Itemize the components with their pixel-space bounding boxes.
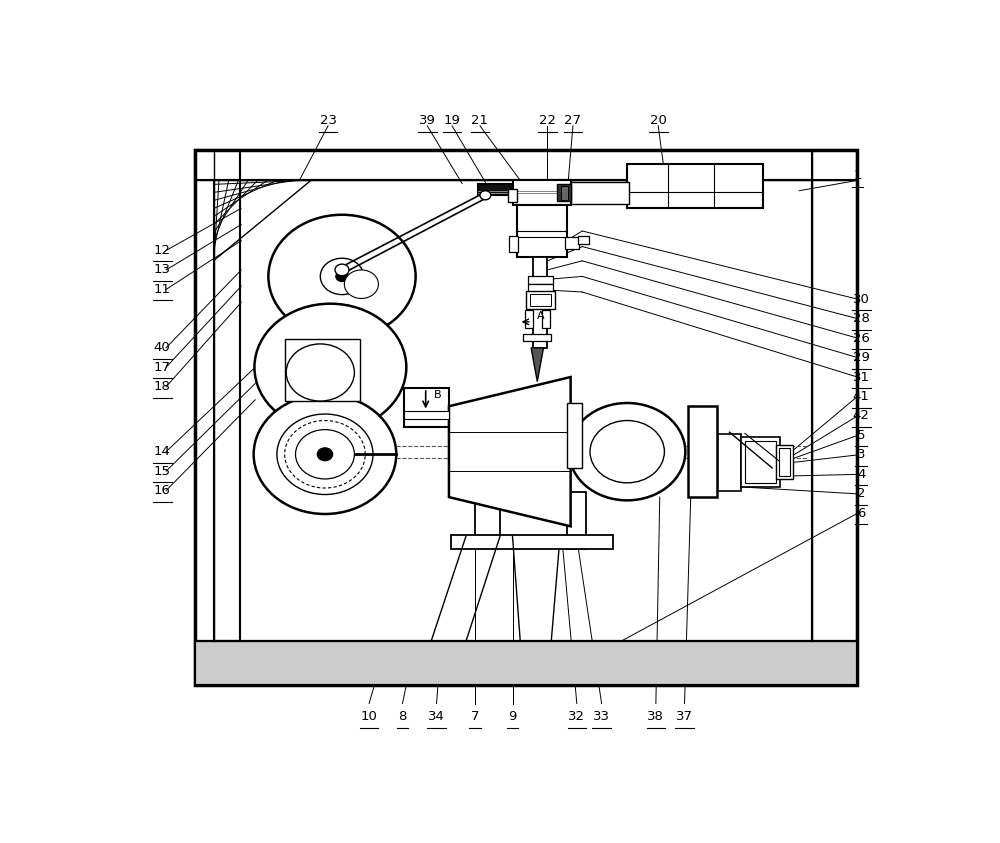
Circle shape xyxy=(317,448,333,461)
Text: 40: 40 xyxy=(154,341,171,354)
Text: 38: 38 xyxy=(647,710,664,723)
Bar xyxy=(745,441,776,483)
Text: 41: 41 xyxy=(853,390,870,403)
Text: 7: 7 xyxy=(471,710,480,723)
Text: 39: 39 xyxy=(419,114,436,127)
Text: 4: 4 xyxy=(857,468,865,481)
Text: 8: 8 xyxy=(398,710,407,723)
Text: 34: 34 xyxy=(428,710,445,723)
Text: 22: 22 xyxy=(539,114,556,127)
Text: 37: 37 xyxy=(676,710,693,723)
Text: 14: 14 xyxy=(154,445,171,459)
Text: 18: 18 xyxy=(154,380,171,394)
Bar xyxy=(776,445,793,479)
Circle shape xyxy=(320,258,364,294)
Circle shape xyxy=(480,191,491,200)
Bar xyxy=(285,339,360,401)
Text: 29: 29 xyxy=(853,351,870,364)
Bar xyxy=(530,294,551,306)
Text: 26: 26 xyxy=(853,331,870,345)
Bar xyxy=(195,150,240,642)
Bar xyxy=(509,235,518,252)
Circle shape xyxy=(336,271,348,282)
Bar xyxy=(567,403,582,468)
Circle shape xyxy=(344,270,378,298)
Text: 13: 13 xyxy=(154,263,171,277)
Text: 20: 20 xyxy=(650,114,667,127)
Bar xyxy=(561,185,568,200)
Bar xyxy=(528,284,553,292)
Bar xyxy=(404,411,449,419)
Bar xyxy=(478,184,629,196)
Text: A: A xyxy=(537,310,545,320)
Polygon shape xyxy=(449,377,571,526)
Bar xyxy=(214,180,812,642)
Circle shape xyxy=(286,344,354,401)
Text: 28: 28 xyxy=(853,312,870,325)
Circle shape xyxy=(254,303,406,431)
Text: 10: 10 xyxy=(361,710,378,723)
Bar xyxy=(571,182,629,204)
Text: 2: 2 xyxy=(857,487,866,501)
Bar xyxy=(517,205,567,257)
Bar xyxy=(557,185,571,201)
Bar xyxy=(567,492,586,549)
Bar xyxy=(741,437,780,487)
Text: 42: 42 xyxy=(853,410,870,422)
Text: 19: 19 xyxy=(444,114,460,127)
Text: 30: 30 xyxy=(853,293,870,306)
Text: 11: 11 xyxy=(154,283,171,296)
Bar xyxy=(523,334,551,341)
Bar xyxy=(195,642,857,685)
Bar xyxy=(688,406,717,497)
Bar xyxy=(475,427,500,543)
Bar xyxy=(533,257,547,348)
Text: 16: 16 xyxy=(154,484,171,497)
Circle shape xyxy=(335,264,349,276)
Circle shape xyxy=(296,430,354,479)
Bar xyxy=(565,237,579,249)
Text: 9: 9 xyxy=(508,710,517,723)
Circle shape xyxy=(569,403,685,501)
Text: 32: 32 xyxy=(568,710,585,723)
Text: 1: 1 xyxy=(853,169,862,182)
Bar xyxy=(779,448,790,476)
Text: 12: 12 xyxy=(154,244,171,257)
Polygon shape xyxy=(531,348,544,382)
Bar xyxy=(526,291,555,309)
Text: B: B xyxy=(433,389,441,400)
Text: 21: 21 xyxy=(471,114,488,127)
Bar xyxy=(512,180,571,205)
Bar xyxy=(508,189,517,201)
Bar xyxy=(195,150,857,180)
Bar xyxy=(525,310,533,328)
Text: 27: 27 xyxy=(564,114,581,127)
Text: 17: 17 xyxy=(154,361,171,373)
Text: 31: 31 xyxy=(853,371,870,384)
Text: 6: 6 xyxy=(857,507,865,520)
Bar xyxy=(627,164,763,208)
Bar xyxy=(450,534,613,549)
Text: 3: 3 xyxy=(857,448,866,461)
Bar xyxy=(528,277,553,284)
Text: 15: 15 xyxy=(154,464,171,478)
Circle shape xyxy=(268,215,416,338)
Bar xyxy=(812,150,857,642)
Bar xyxy=(542,310,550,328)
Bar xyxy=(195,642,857,685)
Bar xyxy=(404,388,449,427)
Bar xyxy=(578,236,589,244)
Text: 5: 5 xyxy=(857,429,866,442)
Circle shape xyxy=(254,395,396,514)
Bar xyxy=(718,433,741,491)
Bar xyxy=(195,150,857,685)
Text: 23: 23 xyxy=(320,114,337,127)
Text: 33: 33 xyxy=(593,710,610,723)
Circle shape xyxy=(277,414,373,495)
Circle shape xyxy=(590,421,664,483)
